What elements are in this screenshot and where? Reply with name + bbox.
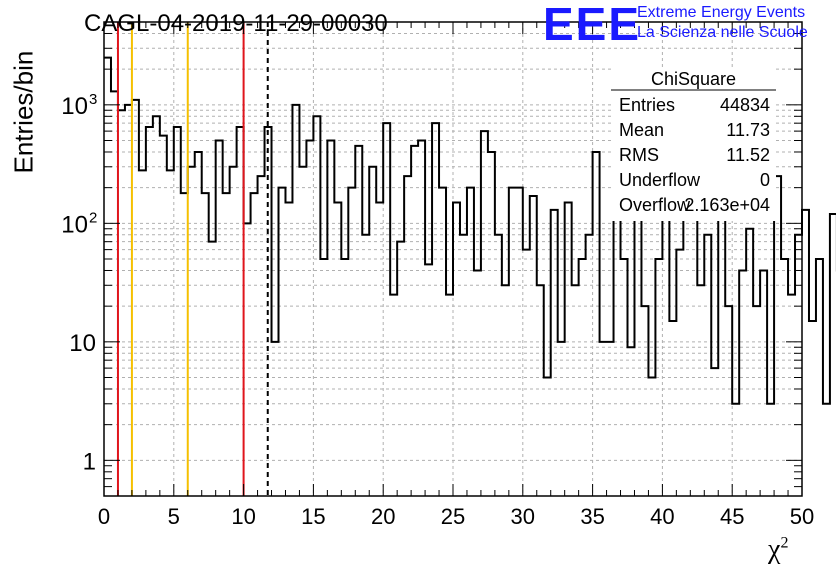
- stats-row-value: 2.163e+04: [684, 195, 770, 215]
- x-tick-label: 40: [650, 504, 674, 529]
- y-axis-label: Entries/bin: [8, 50, 39, 174]
- x-tick-label: 15: [301, 504, 325, 529]
- stats-title: ChiSquare: [651, 69, 736, 89]
- stats-row-label: Overflow: [619, 195, 691, 215]
- stats-row-value: 11.73: [726, 120, 770, 140]
- chart-title: CAGL-04-2019-11-29-00030: [84, 10, 388, 37]
- logo-line-1: Extreme Energy Events: [637, 4, 806, 21]
- x-tick-label: 50: [790, 504, 814, 529]
- stats-row-label: Mean: [619, 120, 664, 140]
- x-tick-label: 0: [98, 504, 110, 529]
- stats-row-label: Entries: [619, 95, 675, 115]
- stats-row-value: 44834: [720, 95, 770, 115]
- x-axis-label-text: χ: [768, 534, 781, 565]
- x-tick-label: 35: [580, 504, 604, 529]
- stats-box: [611, 68, 776, 221]
- y-tick-label-exponent: 3: [89, 91, 97, 108]
- y-tick-label: 10: [69, 330, 96, 357]
- eee-logo: EEE: [543, 0, 642, 50]
- y-tick-label: 10: [61, 93, 88, 120]
- x-axis-label-sup: 2: [780, 534, 789, 552]
- x-tick-label: 30: [511, 504, 535, 529]
- x-tick-label: 45: [720, 504, 744, 529]
- stats-row-label: RMS: [619, 145, 659, 165]
- logo-line-2: La Scienza nelle Scuole: [637, 24, 808, 41]
- x-tick-label: 10: [231, 504, 255, 529]
- histogram-series: [104, 56, 836, 405]
- logo-text: Extreme Energy Events La Scienza nelle S…: [637, 3, 808, 43]
- y-tick-label: 10: [61, 211, 88, 238]
- x-tick-label: 5: [168, 504, 180, 529]
- stats-row-label: Underflow: [619, 170, 701, 190]
- y-tick-label: 1: [83, 448, 96, 475]
- stats-row-value: 11.52: [726, 145, 770, 165]
- x-tick-label: 20: [371, 504, 395, 529]
- stats-row-value: 0: [760, 170, 770, 190]
- y-tick-label-exponent: 2: [89, 209, 97, 226]
- x-axis-label: χ2: [768, 534, 788, 566]
- x-tick-label: 25: [441, 504, 465, 529]
